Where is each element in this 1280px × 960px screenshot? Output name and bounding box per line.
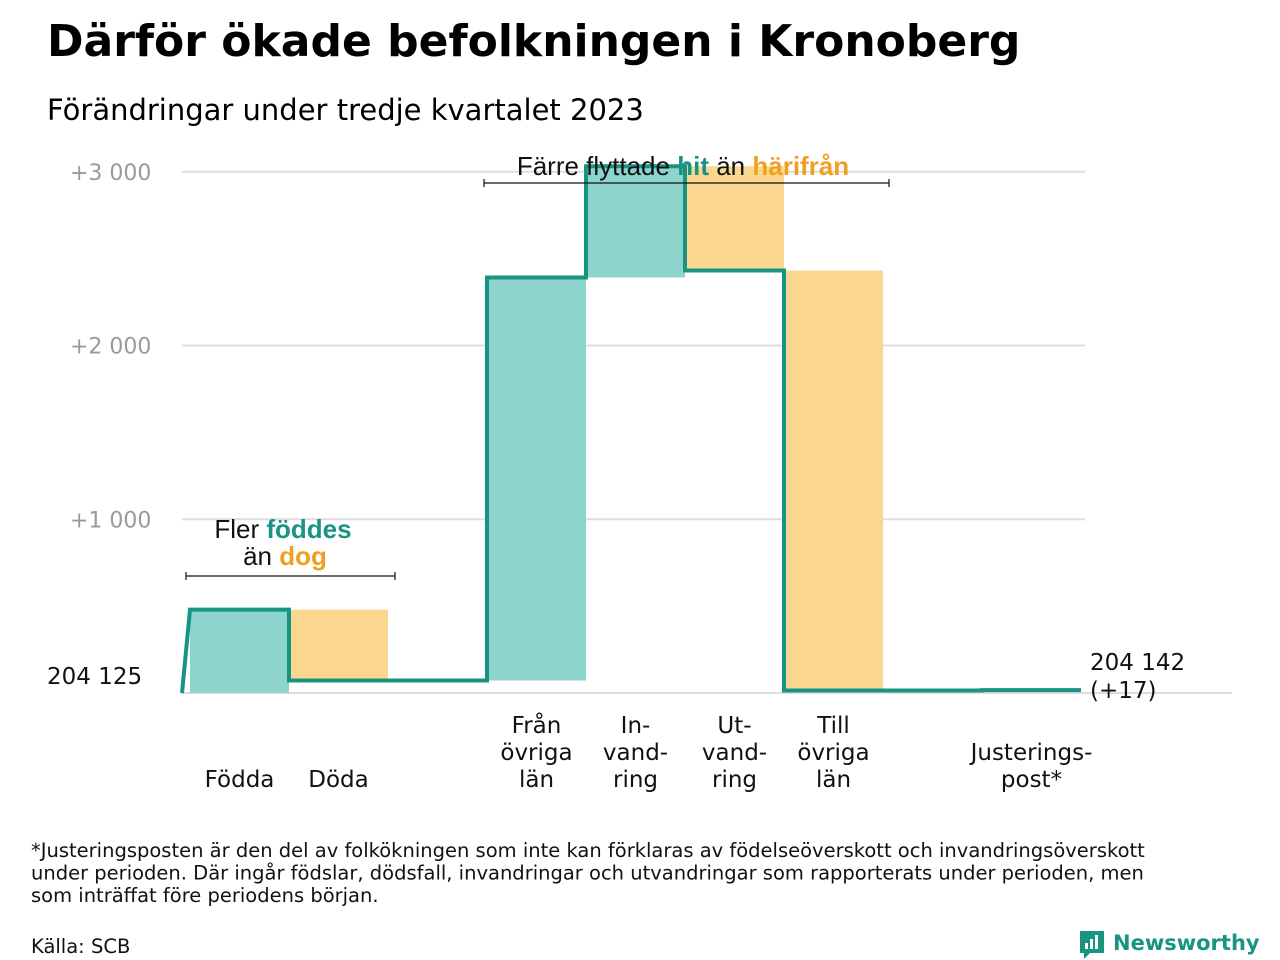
category-label: övriga <box>797 740 869 766</box>
category-label: Justerings- <box>969 740 1093 766</box>
newsworthy-icon <box>1080 931 1104 959</box>
category-label: övriga <box>500 740 572 766</box>
brand-name: Newsworthy <box>1113 931 1260 955</box>
category-label: post* <box>1001 767 1062 793</box>
migration-annotation: Färre flyttade hit än härifrån <box>483 151 890 187</box>
category-labels: Födda DödaFrånövrigalänIn-vand-ringUt-van… <box>205 711 1093 793</box>
migration-annotation-text: Färre flyttade hit än härifrån <box>517 151 849 181</box>
category-label: Till <box>816 713 850 739</box>
y-tick-label: +2 000 <box>70 335 151 360</box>
category-label: Döda <box>308 767 368 793</box>
category-label: ring <box>712 767 757 793</box>
births-annotation-bracket <box>185 572 396 580</box>
births-annotation-line1: Fler föddes <box>214 514 351 544</box>
footnote-line: under perioden. Där ingår födslar, dödsf… <box>31 862 1144 885</box>
births-annotation: Fler föddes än dog <box>185 514 396 580</box>
y-axis-ticks: +1 000 +2 000 +3 000 <box>70 161 151 533</box>
increase-bar <box>586 166 685 278</box>
cumulative-step-line <box>180 164 1081 694</box>
waterfall-step-line <box>180 164 1081 694</box>
decrease-bar <box>685 166 784 271</box>
waterfall-bars <box>190 166 1081 694</box>
migration-annotation-bracket <box>483 179 890 187</box>
increase-bar <box>487 277 586 681</box>
category-label: Ut- <box>717 713 751 739</box>
births-annotation-line2: än dog <box>243 541 327 571</box>
chart-title: Därför ökade befolkningen i Kronoberg <box>47 16 1020 67</box>
increase-bar <box>190 609 289 694</box>
footnote: *Justeringsposten är den del av folkökni… <box>31 839 1145 907</box>
decrease-bar <box>784 270 883 691</box>
gridlines <box>182 170 1232 695</box>
category-label: vand- <box>702 740 767 766</box>
category-label: In- <box>621 713 651 739</box>
end-change-label: (+17) <box>1090 678 1156 704</box>
y-tick-label: +1 000 <box>70 508 151 533</box>
chart-subtitle: Förändringar under tredje kvartalet 2023 <box>47 93 644 127</box>
category-label: län <box>519 767 554 793</box>
source-label: Källa: SCB <box>31 935 130 958</box>
category-label: ring <box>613 767 658 793</box>
category-label: Från <box>512 711 562 739</box>
end-value-label: 204 142 <box>1090 650 1185 676</box>
base-value-label: 204 125 <box>47 664 142 690</box>
footnote-line: *Justeringsposten är den del av folkökni… <box>31 839 1145 862</box>
category-label: vand- <box>603 740 668 766</box>
category-label: län <box>816 767 851 793</box>
y-tick-label: +3 000 <box>70 161 151 186</box>
decrease-bar <box>289 609 388 681</box>
category-label: Födda <box>205 767 275 793</box>
footnote-line: som inträffat före periodens början. <box>31 884 379 907</box>
brand-logo: Newsworthy <box>1080 931 1260 959</box>
